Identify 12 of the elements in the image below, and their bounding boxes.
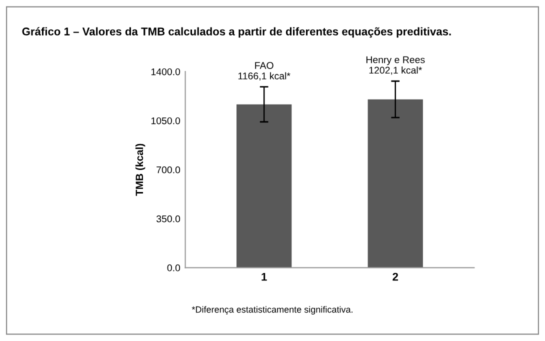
y-tick-label: 0.0	[167, 264, 180, 272]
data-label: FAO 1166,1 kcal*	[238, 62, 290, 81]
y-tick-label: 1050.0	[151, 117, 180, 124]
y-axis-title: TMB (kcal)	[135, 144, 146, 196]
y-tick-label: 700.0	[156, 166, 180, 174]
y-tick-label: 350.0	[156, 215, 180, 222]
x-tick-label: 1	[262, 272, 267, 281]
data-label: Henry e Rees 1202,1 kcal*	[366, 56, 425, 75]
chart-title: Gráfico 1 – Valores da TMB calculados a partir de diferentes equações preditivas.	[22, 27, 451, 38]
x-tick-label: 2	[392, 272, 398, 281]
text: *Diferença estatisticamente significativa.	[192, 306, 352, 315]
y-tick-label: 1400.0	[151, 68, 180, 76]
